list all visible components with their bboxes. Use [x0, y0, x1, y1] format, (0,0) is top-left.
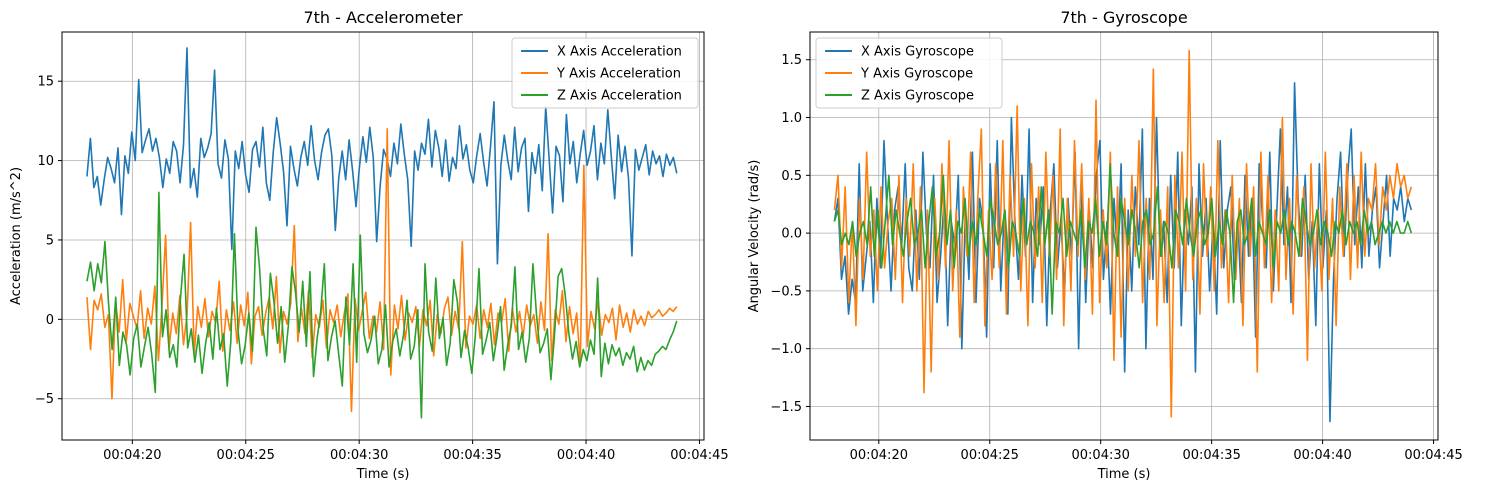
- y-tick-label: 0.5: [781, 169, 802, 184]
- series-line-y: [833, 49, 1413, 418]
- x-tick-label: 00:04:40: [1293, 448, 1351, 463]
- x-tick-label: 00:04:20: [103, 448, 161, 463]
- accelerometer-chart: 00:04:20 00:04:25 00:04:30 00:04:35 00:04:40…: [9, 8, 729, 482]
- chart-title: 7th - Accelerometer: [303, 8, 462, 27]
- x-tick-label: 00:04:35: [1182, 448, 1240, 463]
- gyroscope-chart: 00:04:20 00:04:25 00:04:30 00:04:35 00:04:40…: [747, 8, 1463, 482]
- series-line-x: [86, 47, 678, 265]
- y-tick-label: −5: [35, 392, 54, 407]
- x-tick-label: 00:04:40: [557, 448, 615, 463]
- x-tick-label: 00:04:30: [330, 448, 388, 463]
- y-tick-label: −0.5: [770, 284, 802, 299]
- x-tick-label: 00:04:20: [850, 448, 908, 463]
- axes-frame: [809, 31, 1439, 441]
- y-tick-label: 5: [46, 233, 54, 248]
- legend-label: Z Axis Gyroscope: [861, 89, 974, 104]
- plot-area: [86, 47, 678, 419]
- x-tick-label: 00:04:30: [1072, 448, 1130, 463]
- y-tick-label: 15: [37, 75, 54, 90]
- x-tick-label: 00:04:25: [961, 448, 1019, 463]
- x-axis-label: Time (s): [1097, 467, 1151, 482]
- legend-label: X Axis Gyroscope: [861, 45, 974, 60]
- x-tick-label: 00:04:25: [217, 448, 275, 463]
- y-axis-label: Acceleration (m/s^2): [9, 167, 24, 305]
- y-axis-label: Angular Velocity (rad/s): [747, 160, 762, 313]
- legend-label: Y Axis Gyroscope: [860, 67, 973, 82]
- series-line-z: [833, 162, 1413, 315]
- legend: X Axis Gyroscope Y Axis Gyroscope Z Axis G…: [815, 37, 1003, 109]
- y-tick-label: 0: [46, 313, 54, 328]
- y-tick-label: 1.5: [781, 53, 802, 68]
- y-tick-label: 10: [37, 154, 54, 169]
- x-tick-label: 00:04:45: [670, 448, 728, 463]
- plot-area: [833, 49, 1413, 423]
- x-tick-label: 00:04:35: [443, 448, 501, 463]
- y-tick-label: −1.0: [770, 342, 802, 357]
- series-line-y: [86, 128, 678, 413]
- axes-frame: [61, 31, 705, 441]
- series-line-z: [86, 191, 678, 419]
- y-tick-label: 0.0: [781, 227, 802, 242]
- x-axis-label: Time (s): [356, 467, 410, 482]
- chart-title: 7th - Gyroscope: [1060, 8, 1187, 27]
- x-tick-label: 00:04:45: [1404, 448, 1462, 463]
- y-tick-label: −1.5: [770, 400, 802, 415]
- legend-box: [815, 37, 1003, 109]
- legend: X Axis Acceleration Y Axis Acceleration Z …: [511, 37, 699, 109]
- legend-box: [511, 37, 699, 109]
- legend-label: Z Axis Acceleration: [557, 89, 682, 104]
- legend-label: Y Axis Acceleration: [556, 67, 681, 82]
- legend-label: X Axis Acceleration: [557, 45, 682, 60]
- y-tick-label: 1.0: [781, 111, 802, 126]
